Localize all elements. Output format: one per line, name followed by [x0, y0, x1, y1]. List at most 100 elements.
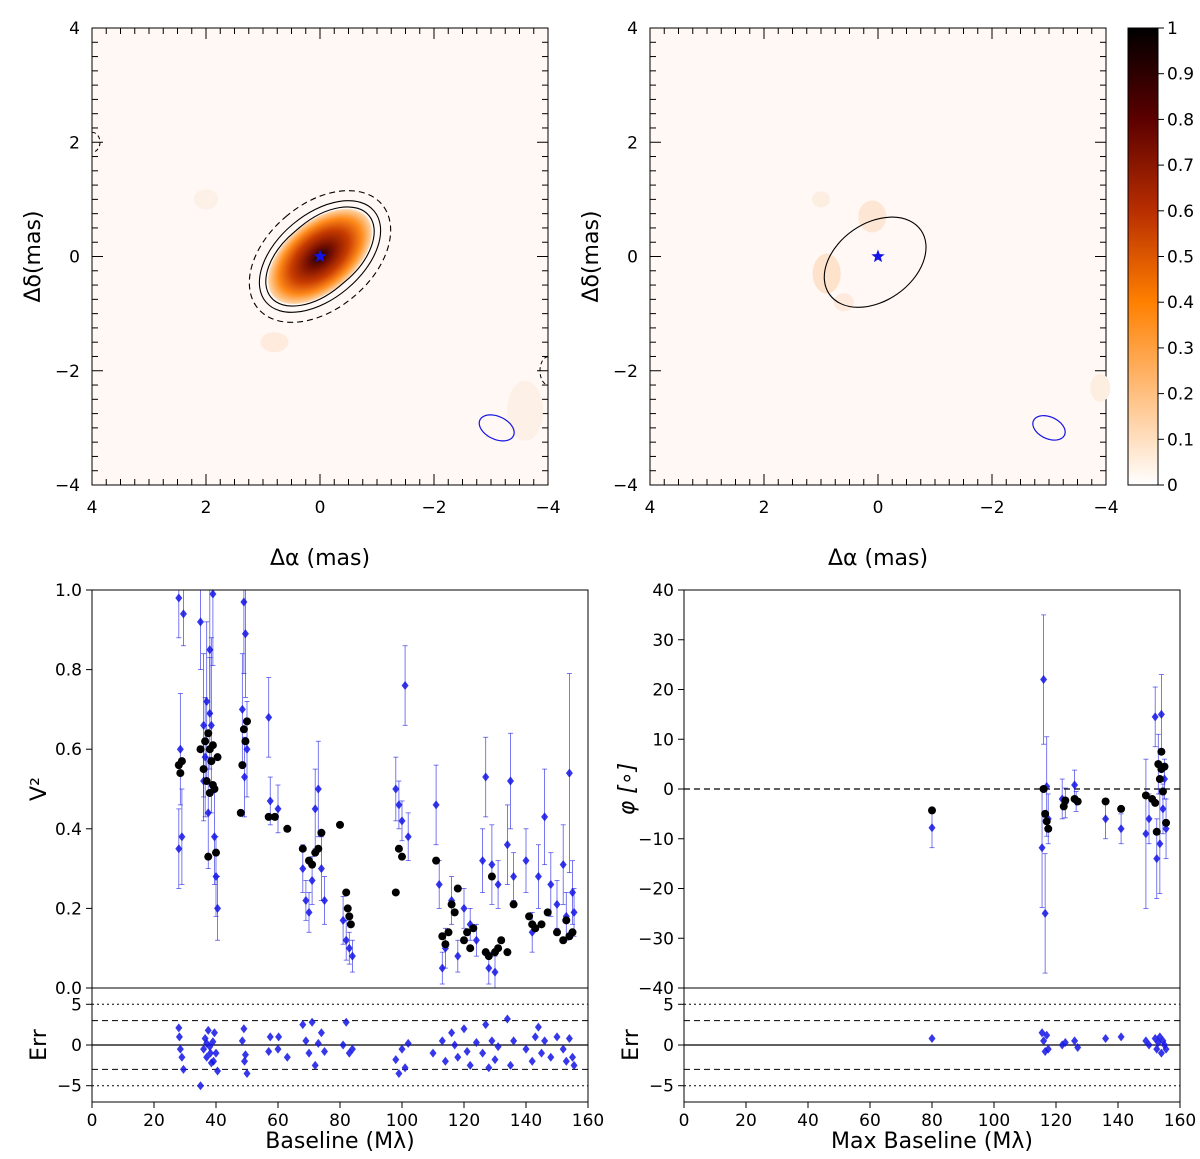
data-point [538, 1048, 545, 1058]
x-tick-label: 40 [797, 1111, 819, 1131]
data-point [1117, 1032, 1125, 1042]
data-point [482, 1020, 490, 1030]
y-tick-label: 0 [663, 780, 674, 800]
data-point [209, 589, 217, 599]
data-point [1040, 1036, 1048, 1046]
data-point [404, 832, 412, 842]
data-point [438, 963, 446, 973]
data-point [176, 744, 184, 754]
y-tick-label: 0.4 [55, 820, 82, 840]
data-point [201, 752, 209, 762]
data-point [311, 804, 319, 814]
model-point [317, 828, 326, 837]
model-point [1042, 817, 1051, 826]
data-point [392, 1055, 400, 1065]
data-point [238, 1036, 246, 1046]
model-point [212, 848, 220, 857]
data-point [441, 1056, 449, 1066]
data-point [482, 772, 490, 782]
data-point [528, 1056, 536, 1066]
model-point [447, 900, 456, 909]
data-point [1040, 675, 1048, 685]
data-point [534, 1022, 542, 1032]
data-point [241, 1050, 249, 1060]
data-point [398, 816, 406, 826]
y-tick-label: 1.0 [55, 581, 82, 601]
colorbar-tick-label: 0.5 [1167, 248, 1194, 268]
data-point [308, 876, 316, 886]
data-point [1157, 1048, 1165, 1058]
model-point [177, 757, 186, 766]
model-point [432, 856, 441, 865]
y-tick-label: −20 [638, 880, 674, 900]
x-tick-label: −2 [979, 498, 1004, 518]
data-point [432, 800, 440, 810]
model-point [1155, 775, 1164, 784]
data-point [203, 696, 211, 706]
model-point [494, 944, 503, 953]
colorbar-tick-label: 0.6 [1167, 202, 1194, 222]
data-point [541, 1036, 549, 1046]
data-point [314, 1038, 322, 1048]
x-tick-label: 80 [921, 1111, 943, 1131]
model-point [270, 812, 279, 821]
data-point [339, 1040, 347, 1050]
model-point [346, 920, 355, 929]
data-point [472, 935, 480, 945]
x-tick-label: 140 [1102, 1111, 1134, 1131]
model-point [238, 761, 247, 770]
data-point [302, 895, 310, 905]
model-point [438, 932, 447, 941]
data-point [565, 1033, 573, 1043]
y-tick-label: 2 [627, 133, 638, 153]
x-tick-label: −4 [1093, 498, 1118, 518]
data-point [1117, 824, 1125, 834]
data-point [531, 1032, 539, 1042]
colorbar-tick-label: 0.1 [1167, 430, 1194, 450]
edge-contour [539, 356, 549, 386]
y-tick-label: −4 [613, 476, 638, 496]
data-point [1043, 1030, 1051, 1040]
x-tick-label: 80 [329, 1111, 351, 1131]
x-axis-label: Δα (mas) [270, 546, 370, 571]
data-point [212, 1048, 220, 1058]
data-point [448, 1028, 456, 1038]
model-point [469, 924, 478, 933]
data-point [522, 856, 530, 866]
data-point [534, 872, 542, 882]
model-point [204, 852, 213, 861]
data-point [395, 1069, 403, 1078]
data-point [210, 1056, 218, 1066]
model-point [336, 820, 344, 829]
y-tick-label: 4 [69, 19, 80, 39]
model-point [205, 788, 214, 797]
data-point [197, 1081, 204, 1091]
model-point [394, 844, 403, 853]
model-point [204, 729, 213, 738]
colorbar-tick-label: 0.7 [1167, 156, 1194, 176]
data-point [491, 1055, 499, 1065]
model-point [1041, 809, 1050, 818]
data-point [266, 796, 274, 806]
data-point [283, 1052, 291, 1062]
data-point [488, 860, 496, 870]
data-point [1145, 1040, 1153, 1050]
model-point [345, 912, 354, 921]
colorbar-tick-label: 0.4 [1167, 293, 1194, 313]
x-tick-label: 0 [679, 1111, 690, 1131]
data-point [928, 823, 936, 833]
faint-patch [194, 189, 218, 210]
data-point [1159, 804, 1167, 814]
data-point [207, 720, 215, 730]
edge-contour [91, 131, 101, 153]
x-tick-label: 160 [572, 1111, 604, 1131]
data-point [321, 1047, 328, 1057]
data-point [210, 832, 218, 842]
data-point [266, 1032, 274, 1042]
faint-patch [812, 191, 830, 208]
colorbar-bar [1127, 27, 1159, 486]
data-point [479, 856, 487, 866]
data-point [503, 1014, 511, 1024]
